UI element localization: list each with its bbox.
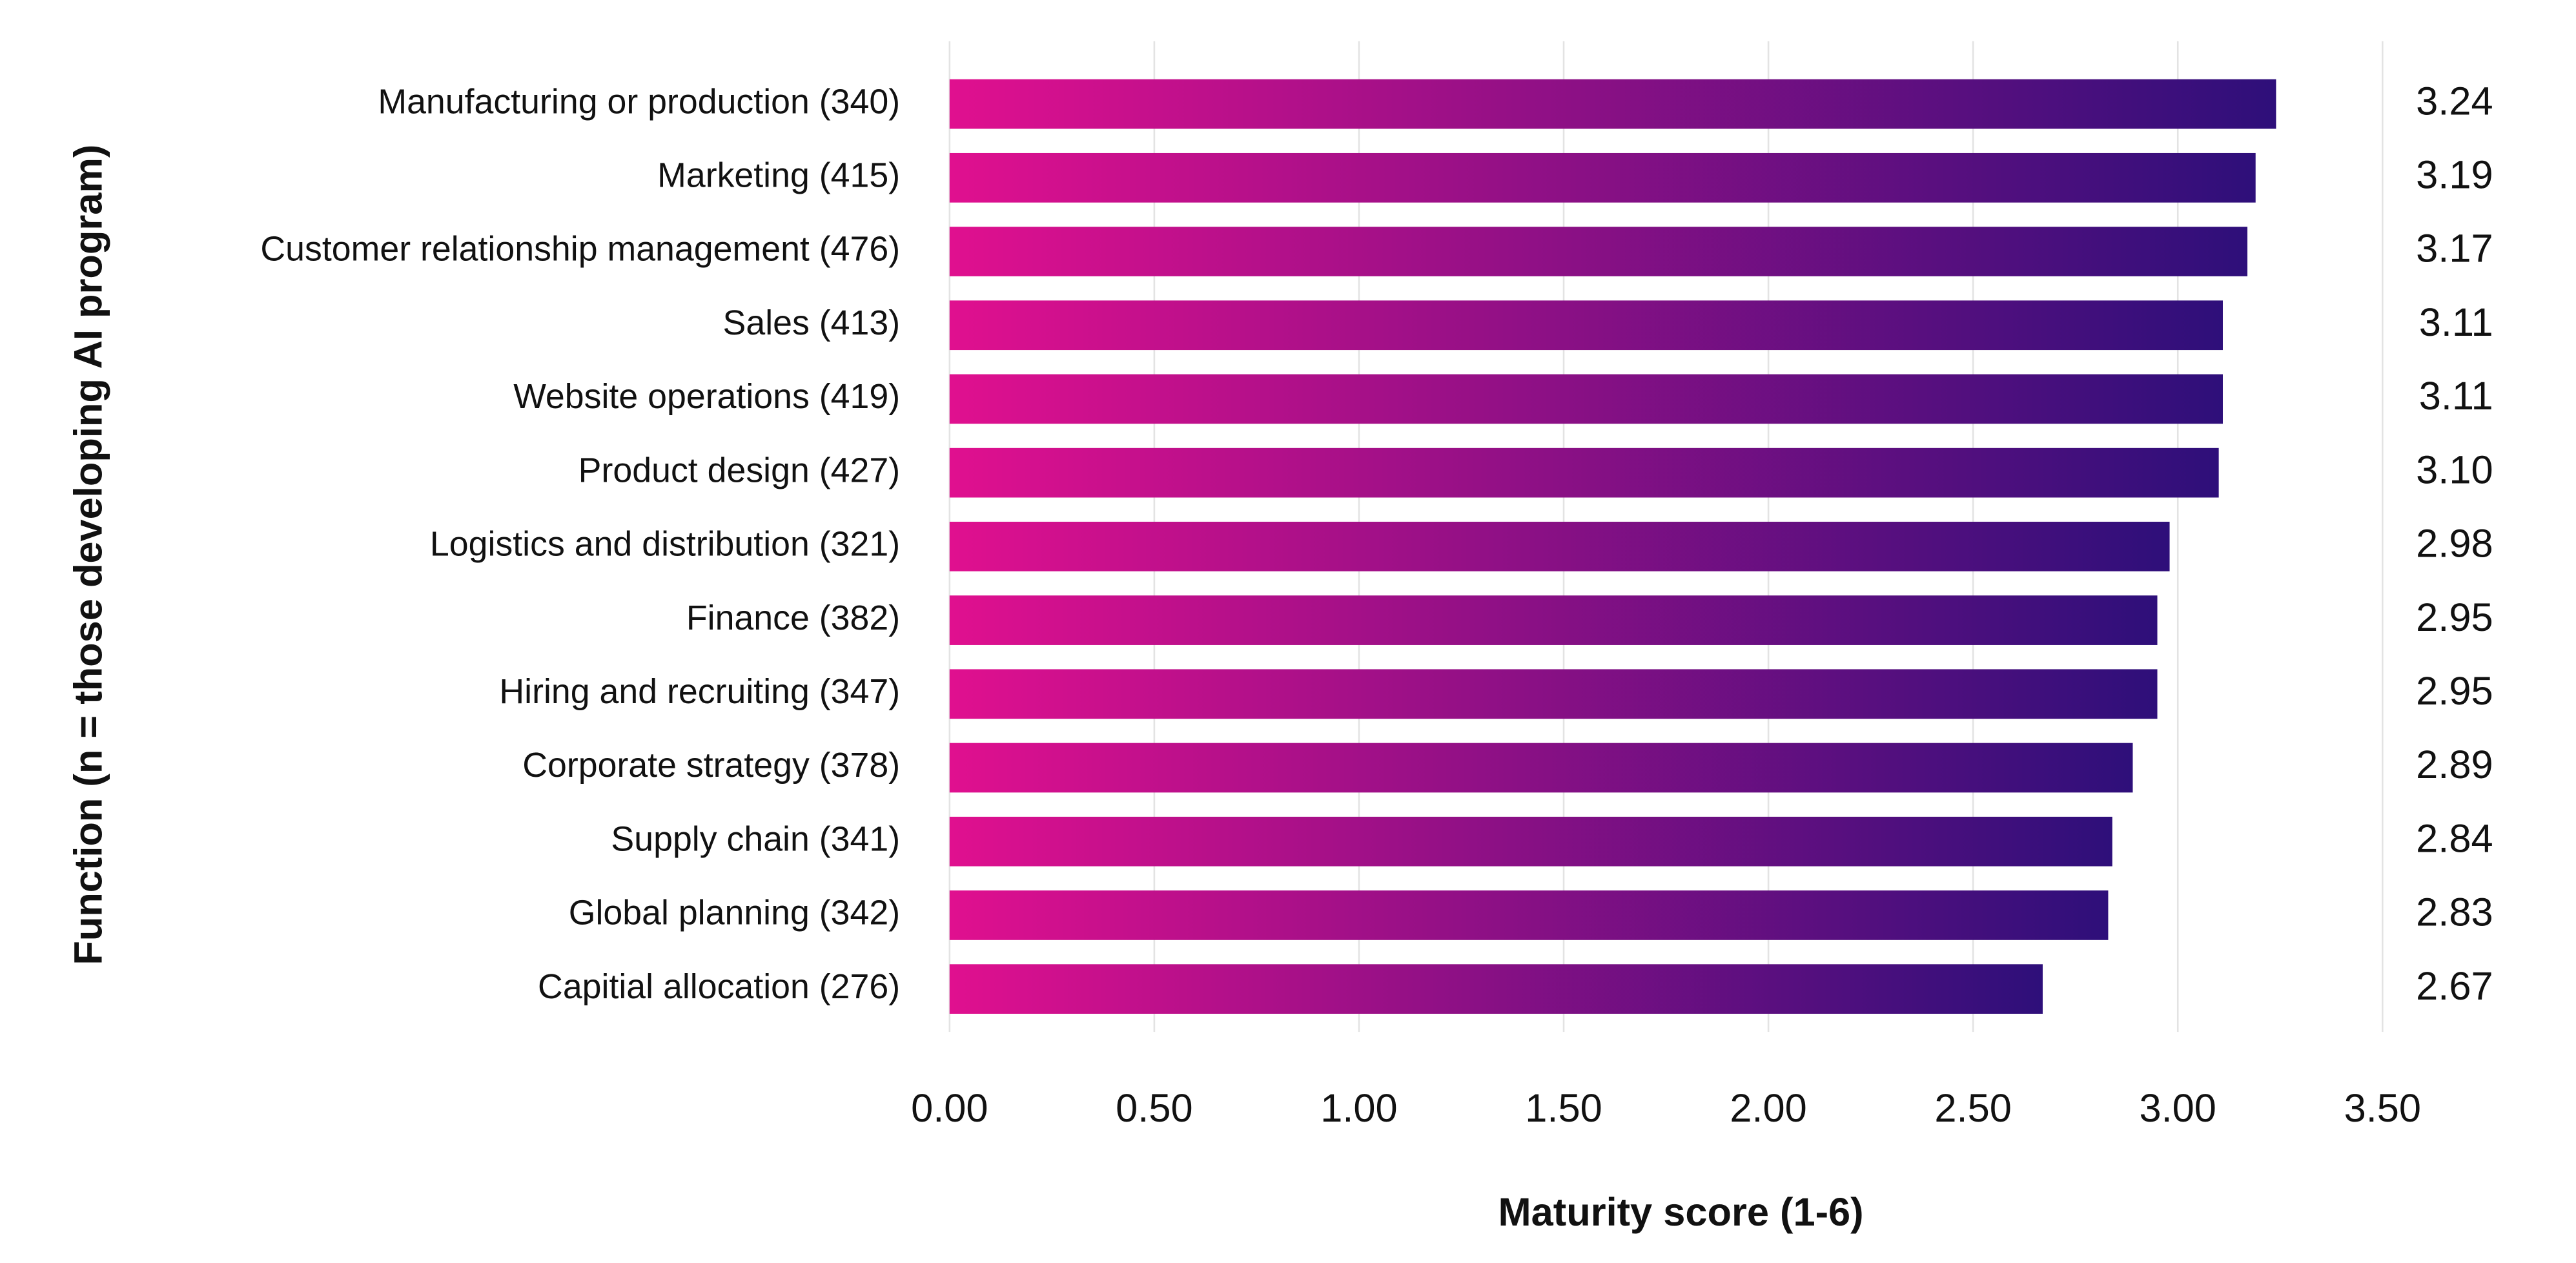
bar [949, 890, 2109, 940]
y-tick-label: Global planning (342) [569, 894, 900, 932]
y-tick-label: Sales (413) [723, 303, 901, 342]
y-tick-label: Capitial allocation (276) [538, 967, 900, 1006]
value-label: 2.67 [2416, 964, 2493, 1009]
bar [949, 447, 2219, 498]
value-label: 3.11 [2419, 374, 2493, 418]
bar [949, 964, 2043, 1014]
x-tick-label: 0.00 [911, 1086, 988, 1131]
y-axis-title: Function (n = those developing AI progra… [66, 145, 110, 965]
y-tick-label: Customer relationship management (476) [260, 230, 900, 269]
value-label: 2.89 [2416, 743, 2493, 787]
bar [949, 595, 2158, 645]
y-tick-label: Finance (382) [686, 599, 900, 637]
bar [949, 300, 2223, 351]
y-tick-label: Logistics and distribution (321) [430, 525, 900, 564]
value-label: 3.24 [2416, 79, 2493, 123]
y-tick-label: Hiring and recruiting (347) [499, 672, 900, 711]
value-label: 2.84 [2416, 816, 2493, 861]
x-tick-label: 2.50 [1934, 1086, 2011, 1131]
bar [949, 522, 2170, 571]
x-axis-title: Maturity score (1-6) [1498, 1190, 1864, 1235]
x-tick-label: 3.00 [2140, 1086, 2216, 1131]
value-label: 2.83 [2416, 890, 2493, 935]
bar [949, 374, 2223, 424]
bar [949, 816, 2112, 867]
x-tick-label: 1.50 [1525, 1086, 1602, 1131]
bar [949, 79, 2276, 129]
bar [949, 743, 2133, 793]
y-tick-label: Corporate strategy (378) [522, 746, 900, 785]
y-tick-label: Manufacturing or production (340) [378, 82, 900, 121]
value-label: 3.11 [2419, 300, 2493, 345]
y-tick-label: Product design (427) [578, 451, 900, 489]
x-tick-label: 1.00 [1320, 1086, 1397, 1131]
bar [949, 152, 2256, 203]
value-label: 3.19 [2416, 153, 2493, 198]
x-tick-label: 0.50 [1116, 1086, 1192, 1131]
bar [949, 669, 2158, 719]
x-tick-label: 3.50 [2344, 1086, 2421, 1131]
value-label: 2.95 [2416, 595, 2493, 640]
bar [949, 227, 2248, 276]
x-tick-label: 2.00 [1730, 1086, 1806, 1131]
value-label: 3.17 [2416, 227, 2493, 271]
value-label: 2.98 [2416, 522, 2493, 566]
value-label: 2.95 [2416, 669, 2493, 714]
y-tick-label: Website operations (419) [513, 377, 900, 416]
y-tick-label: Marketing (415) [657, 156, 900, 194]
value-label: 3.10 [2416, 447, 2493, 492]
y-tick-label: Supply chain (341) [611, 819, 900, 858]
